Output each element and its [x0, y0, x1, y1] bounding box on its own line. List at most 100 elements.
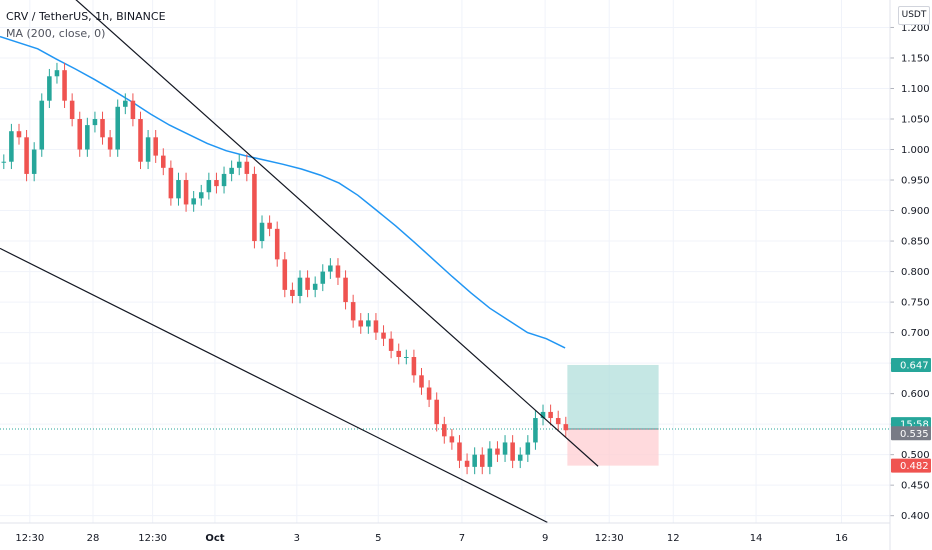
time-axis[interactable]: 12:30 28 12:30 Oct 3 5 7 9 12:30 12 14 16 [0, 522, 890, 544]
candle-down [449, 436, 455, 443]
x-tick-label: 9 [542, 533, 548, 544]
candle-down [373, 320, 379, 333]
currency-unit-button[interactable]: USDT [898, 6, 930, 25]
x-tick-label: 3 [294, 533, 300, 544]
x-tick-label: 12:30 [15, 533, 44, 544]
candle-up [176, 180, 181, 199]
candle-down [168, 167, 174, 199]
candle-up [366, 320, 371, 327]
trendlines[interactable] [0, 0, 599, 523]
candle-up [123, 100, 128, 107]
y-tick-label: 1.100 [901, 84, 930, 95]
candle-up [236, 161, 242, 168]
candle-up [191, 198, 196, 205]
candle-down [153, 137, 158, 156]
candle-up [259, 222, 265, 242]
candle-down [290, 289, 295, 296]
ma-200-path [0, 35, 566, 349]
x-tick-label: 12:30 [595, 533, 624, 544]
candle-up [115, 106, 120, 150]
candle-down [77, 119, 83, 150]
y-tick-label: 0.450 [901, 481, 930, 492]
candle-up [54, 70, 60, 77]
loss-zone [567, 429, 659, 466]
price-tags: 0.647 15:580.535 0.482 [891, 357, 931, 473]
x-tick-label: 5 [375, 533, 381, 544]
candle-up [9, 131, 14, 162]
x-tick-label: 12 [667, 533, 680, 544]
candle-down [69, 100, 75, 120]
trendline-lower [0, 247, 548, 523]
x-tick-label: 14 [750, 533, 763, 544]
candle-up [198, 192, 204, 199]
candle-up [47, 76, 52, 101]
candle-down [419, 375, 424, 388]
y-tick-label: 0.700 [901, 328, 930, 339]
candle-down [161, 155, 166, 168]
price-tag-bg [891, 426, 931, 441]
candle-down [457, 442, 462, 461]
candle-down [411, 357, 417, 376]
candle-down [107, 137, 113, 150]
candle-down [426, 387, 432, 400]
candle-up [533, 418, 538, 443]
price-tag: 0.647 [891, 357, 931, 372]
y-tick-label: 0.600 [901, 389, 930, 400]
candle-up [221, 173, 227, 187]
candle-down [434, 399, 439, 425]
price-axis[interactable]: 1.200 1.150 1.100 1.050 1.000 0.950 0.900 0.850… [889, 0, 930, 550]
candle-down [335, 265, 341, 278]
price-tag-label: 0.535 [900, 429, 929, 440]
profit-zone [567, 364, 659, 430]
candle-up [328, 265, 333, 272]
price-tag-label: 15:58 [900, 420, 929, 431]
candle-down [183, 180, 189, 205]
candle-down [464, 460, 470, 467]
candle-down [130, 100, 136, 120]
chart-grid [0, 0, 890, 523]
candle-down [563, 424, 569, 431]
candle-down [555, 418, 561, 425]
candle-down [100, 119, 105, 138]
candle-up [472, 454, 477, 467]
indicator-label[interactable]: MA (200, close, 0) [6, 27, 106, 40]
price-tag-bg [891, 458, 931, 473]
candle-down [396, 350, 401, 358]
candle-down [267, 222, 272, 229]
candle-down [548, 411, 553, 419]
y-tick-label: 1.200 [901, 23, 930, 34]
price-tag-bg [891, 357, 931, 372]
candle-down [252, 173, 257, 242]
candle-down [479, 454, 485, 467]
price-tag-label: 0.647 [900, 360, 929, 371]
y-tick-label: 0.950 [901, 176, 930, 187]
candle-up [229, 167, 234, 174]
candle-down [381, 332, 386, 339]
position-zones [0, 364, 890, 466]
candle-up [502, 442, 508, 455]
trendline-upper [75, 0, 599, 467]
x-tick-label: 7 [459, 533, 465, 544]
y-tick-label: 0.750 [901, 298, 930, 309]
candle-up [206, 180, 212, 193]
candle-up [85, 125, 90, 150]
y-tick-label: 1.050 [901, 115, 930, 126]
symbol-title[interactable]: CRV / TetherUS, 1h, BINANCE [6, 10, 166, 23]
candle-up [1, 161, 7, 163]
candle-down [244, 161, 250, 174]
candle-down [510, 442, 515, 461]
candle-up [39, 100, 45, 150]
candle-up [92, 119, 98, 126]
candle-down [16, 131, 22, 138]
price-tag: 0.482 [891, 458, 931, 473]
candle-down [442, 424, 447, 437]
price-tag-label: 0.482 [900, 461, 929, 472]
candle-up [31, 149, 37, 174]
candle-down [358, 320, 364, 327]
ma-200-line [0, 35, 566, 349]
candle-down [214, 180, 219, 187]
x-tick-label: 28 [87, 533, 100, 544]
price-tag: 0.535 [891, 426, 931, 441]
candle-down [495, 448, 500, 455]
